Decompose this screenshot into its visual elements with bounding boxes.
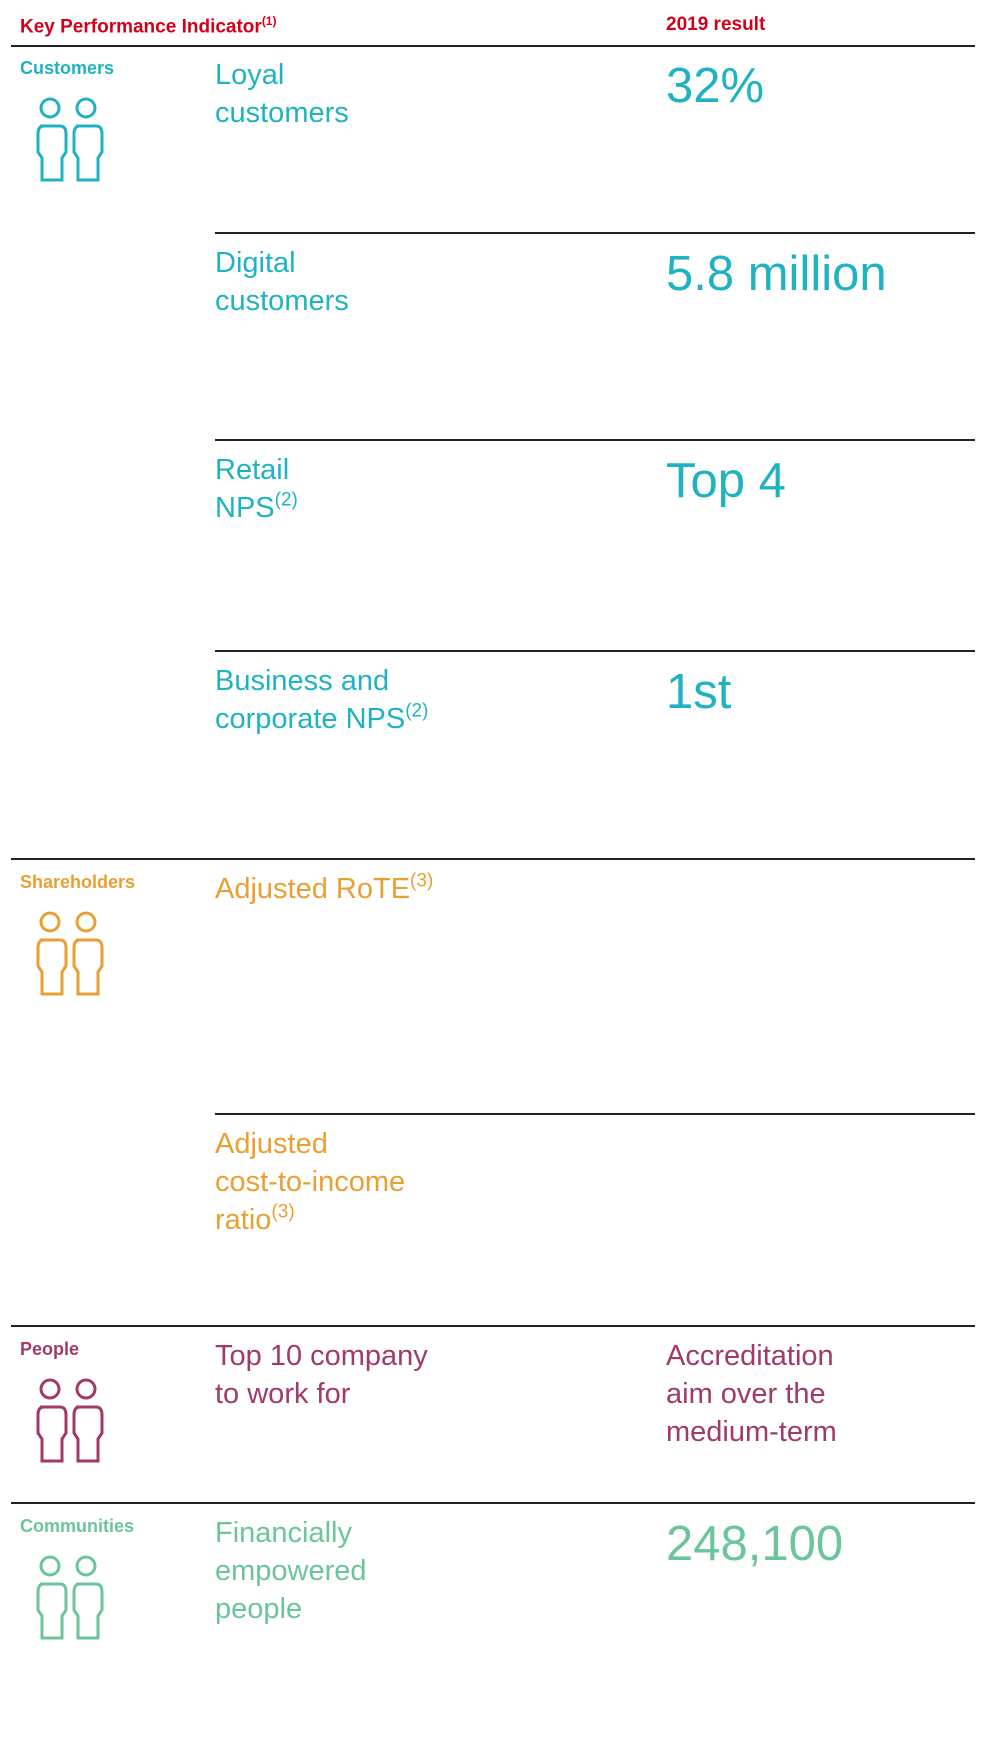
kpi-text: people — [215, 1593, 303, 1625]
kpi: Financially empowered people — [215, 1514, 367, 1628]
header-result: 2019 result — [666, 14, 766, 35]
kpi-line: Financially — [215, 1514, 367, 1552]
result-line: aim over the — [666, 1378, 826, 1410]
kpi-line: to work for — [215, 1375, 428, 1413]
kpi-text: Top 10 company — [215, 1340, 428, 1372]
section-name: Shareholders — [20, 872, 136, 892]
kpi-text: Retail — [215, 454, 290, 486]
result-line: 1st — [666, 665, 732, 719]
header-kpi-text: Key Performance Indicator — [20, 16, 262, 38]
kpi: Adjusted RoTE(3) — [215, 870, 433, 908]
result: 32% — [666, 58, 764, 114]
kpi-line: Business and — [215, 662, 428, 700]
section-name: People — [20, 1339, 80, 1359]
kpi-line: Top 10 company — [215, 1337, 428, 1375]
kpi-line: corporate NPS(2) — [215, 700, 428, 738]
kpi-text: NPS — [215, 492, 275, 524]
row-rule — [215, 232, 975, 234]
result-line: Top 4 — [666, 454, 786, 508]
kpi-text: ratio — [215, 1204, 272, 1236]
result: 248,100 — [666, 1516, 843, 1572]
kpi-line: Retail — [215, 451, 298, 489]
kpi-note: (3) — [410, 870, 434, 892]
kpi-line: empowered — [215, 1552, 367, 1590]
kpi-text: empowered — [215, 1555, 367, 1587]
header-kpi: Key Performance Indicator(1) — [20, 14, 276, 38]
kpi: Retail NPS(2) — [215, 451, 298, 527]
section-name: Communities — [20, 1516, 135, 1536]
row-rule — [215, 1113, 975, 1115]
result-line: 248,100 — [666, 1517, 844, 1571]
result: 1st — [666, 664, 731, 720]
kpi-line: Digital — [215, 244, 349, 282]
result-line: 5.8 million — [666, 247, 887, 301]
kpi-line: ratio(3) — [215, 1201, 405, 1239]
header-rule — [11, 45, 975, 47]
row-rule — [215, 439, 975, 441]
section-icon — [36, 1555, 104, 1640]
section-icon — [36, 1378, 104, 1463]
kpi-text: customers — [215, 285, 349, 317]
result-line: 32% — [666, 59, 765, 113]
kpi-line: cost-to-income — [215, 1163, 405, 1201]
kpi-text: to work for — [215, 1378, 351, 1410]
kpi: Digital customers — [215, 244, 349, 320]
section-rule — [11, 1502, 975, 1504]
kpi-text: Loyal — [215, 59, 285, 91]
kpi-line: Loyal — [215, 56, 349, 94]
kpi-line: customers — [215, 282, 349, 320]
section-icon — [36, 97, 104, 182]
kpi-text: Adjusted RoTE — [215, 873, 411, 905]
kpi: Adjusted cost-to-income ratio(3) — [215, 1125, 405, 1239]
kpi-text: Digital — [215, 247, 296, 279]
kpi-note: (2) — [405, 700, 429, 722]
kpi-line: people — [215, 1590, 367, 1628]
result: Accreditation aim over the medium-term — [666, 1337, 837, 1451]
section-rule — [11, 1325, 975, 1327]
row-rule — [215, 650, 975, 652]
kpi-line: Adjusted — [215, 1125, 405, 1163]
result-line: Accreditation — [666, 1340, 834, 1372]
section-icon — [36, 911, 104, 996]
kpi-text: Financially — [215, 1517, 352, 1549]
header-kpi-note: (1) — [261, 14, 277, 28]
section-rule — [11, 858, 975, 860]
section-name: Customers — [20, 58, 115, 78]
kpi: Loyal customers — [215, 56, 349, 132]
kpi-line: NPS(2) — [215, 489, 298, 527]
kpi-line: customers — [215, 94, 349, 132]
kpi: Top 10 company to work for — [215, 1337, 428, 1413]
kpi-text: Business and — [215, 665, 390, 697]
result: Top 4 — [666, 453, 786, 509]
kpi-note: (3) — [271, 1201, 295, 1223]
kpi-line: Adjusted RoTE(3) — [215, 870, 433, 908]
result-line: medium-term — [666, 1416, 837, 1448]
kpi-text: corporate NPS — [215, 703, 406, 735]
kpi-text: customers — [215, 97, 349, 129]
kpi-text: Adjusted — [215, 1128, 328, 1160]
kpi-note: (2) — [274, 489, 298, 511]
kpi-text: cost-to-income — [215, 1166, 406, 1198]
kpi: Business and corporate NPS(2) — [215, 662, 428, 738]
result: 5.8 million — [666, 246, 887, 302]
